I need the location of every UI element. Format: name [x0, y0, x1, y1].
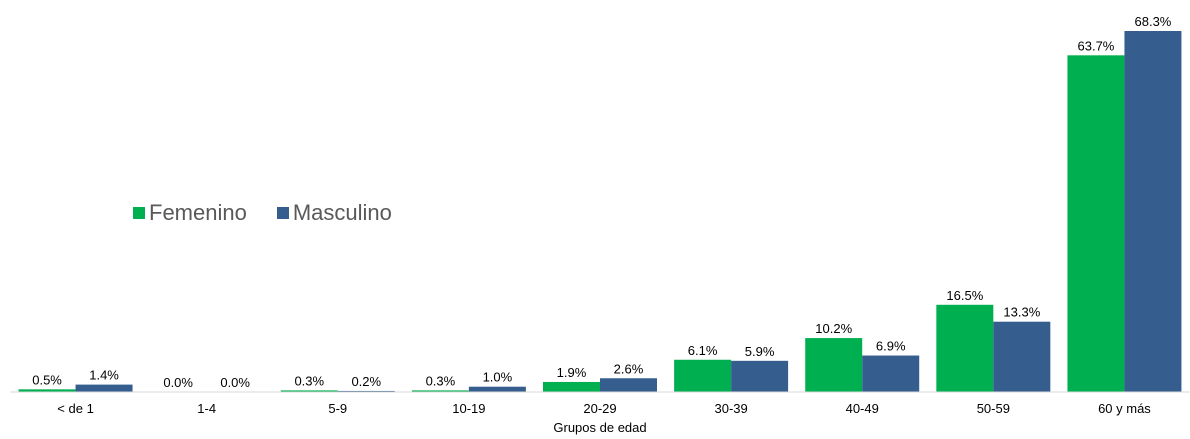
bar-masculino-4: [468, 386, 526, 392]
bar-masculino-6: [731, 360, 789, 392]
legend-item-femenino: Femenino: [133, 200, 247, 226]
value-label-femenino-5: 1.9%: [557, 365, 587, 380]
bar-masculino-3: [337, 390, 395, 392]
value-label-masculino-3: 0.2%: [351, 374, 381, 389]
legend-swatch-masculino: [276, 207, 289, 219]
value-label-masculino-1: 1.4%: [89, 368, 119, 383]
bar-femenino-4: [411, 390, 469, 392]
value-label-femenino-2: 0.0%: [163, 375, 193, 390]
value-label-masculino-9: 68.3%: [1135, 14, 1172, 29]
x-tick-label-3: 5-9: [328, 401, 347, 416]
value-label-femenino-7: 10.2%: [815, 321, 852, 336]
value-labels-group: 0.5% 1.4% 0.0% 0.0% 0.3% 0.2% 0.3% 1.0% 1.9% 2.6%…: [32, 14, 1172, 390]
bar-femenino-8: [936, 304, 994, 392]
value-label-masculino-2: 0.0%: [220, 375, 250, 390]
value-label-femenino-8: 16.5%: [946, 288, 983, 303]
value-label-masculino-8: 13.3%: [1003, 305, 1040, 320]
value-label-masculino-4: 1.0%: [483, 370, 513, 385]
x-tick-label-1: < de 1: [57, 401, 94, 416]
x-tick-label-9: 60 y más: [1098, 401, 1151, 416]
value-label-masculino-6: 5.9%: [745, 344, 775, 359]
bar-masculino-8: [993, 321, 1051, 392]
bar-masculino-5: [600, 378, 657, 392]
value-label-masculino-5: 2.6%: [614, 361, 644, 376]
legend-label-masculino: Masculino: [292, 200, 392, 225]
bar-masculino-7: [862, 355, 920, 392]
value-label-femenino-3: 0.3%: [294, 373, 324, 388]
x-axis-title: Grupos de edad: [553, 420, 646, 435]
legend-item-masculino: Masculino: [276, 200, 392, 226]
bar-femenino-5: [543, 381, 600, 392]
value-label-femenino-1: 0.5%: [32, 372, 62, 387]
x-tick-label-6: 30-39: [714, 401, 747, 416]
x-tick-label-7: 40-49: [846, 401, 879, 416]
bar-femenino-3: [280, 390, 338, 392]
x-tick-labels-group: < de 1 1-4 5-9 10-19 20-29 30-39 40-49 50-59 60 …: [57, 401, 1151, 416]
x-tick-label-8: 50-59: [977, 401, 1010, 416]
bar-masculino-9: [1124, 31, 1182, 392]
value-label-femenino-9: 63.7%: [1078, 38, 1115, 53]
x-tick-label-2: 1-4: [197, 401, 216, 416]
value-label-masculino-7: 6.9%: [876, 339, 906, 354]
x-tick-label-4: 10-19: [452, 401, 485, 416]
x-tick-label-5: 20-29: [583, 401, 616, 416]
bar-femenino-7: [805, 338, 863, 392]
bar-masculino-1: [75, 384, 133, 392]
legend-label-femenino: Femenino: [149, 200, 247, 225]
bar-femenino-1: [18, 389, 76, 392]
bar-femenino-6: [674, 359, 732, 392]
value-label-femenino-6: 6.1%: [688, 343, 718, 358]
bars-group: [18, 31, 1182, 392]
legend-swatch-femenino: [133, 207, 145, 219]
legend: Femenino Masculino: [133, 200, 422, 226]
bar-femenino-9: [1067, 55, 1125, 392]
value-label-femenino-4: 0.3%: [426, 373, 456, 388]
